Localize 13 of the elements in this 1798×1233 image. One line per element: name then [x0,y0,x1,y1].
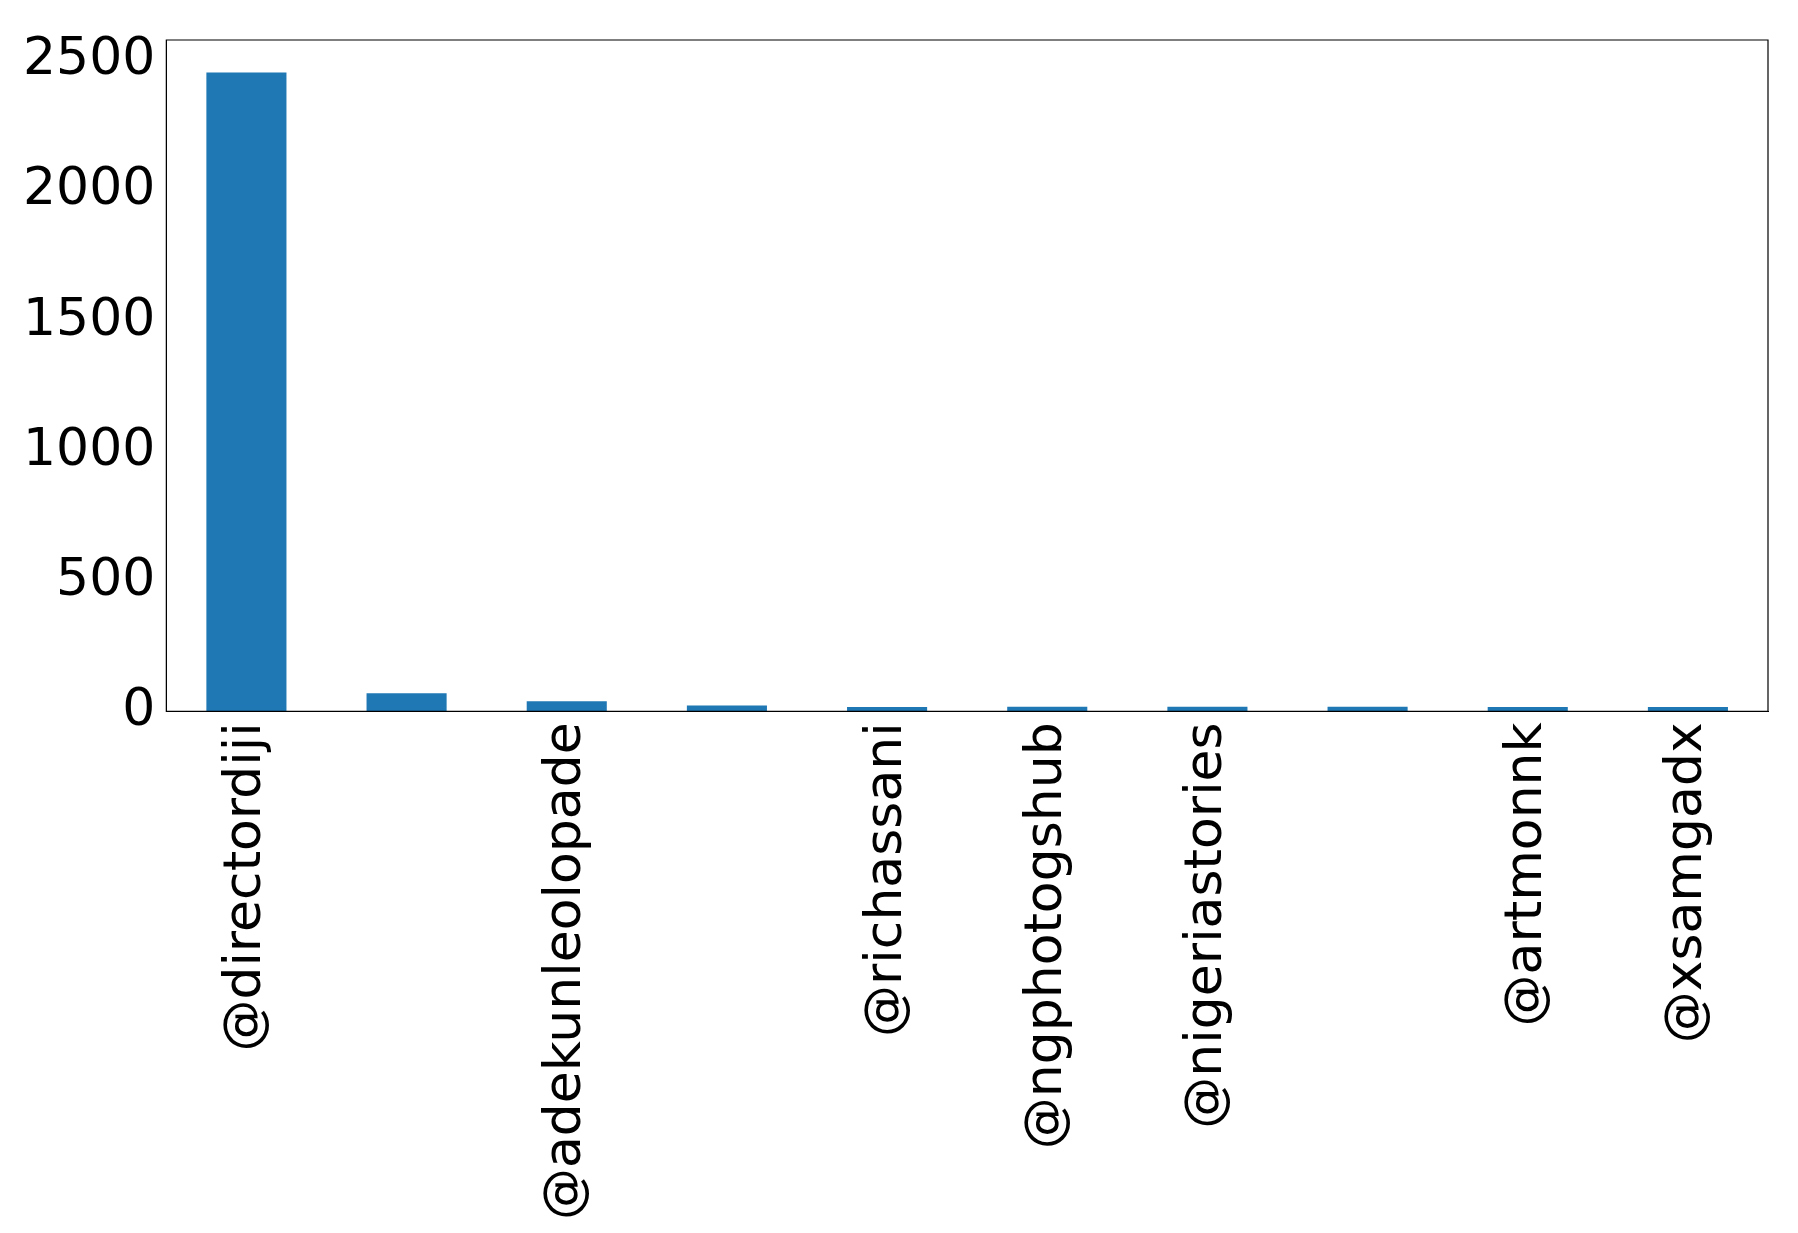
x-tick-label: @richassani [852,722,913,1038]
y-tick-label: 500 [56,546,156,607]
x-tick-label: @ngphotogshub [1012,722,1073,1150]
x-tick-label: @adekunleolopade [532,722,593,1221]
y-tick-label: 2000 [22,156,156,217]
x-tick-label: @artmonnk [1493,722,1554,1027]
y-tick-label: 1500 [22,286,156,347]
x-tick-label: @directordiji [211,722,272,1052]
y-tick-label: 0 [122,676,156,737]
y-tick-label: 1000 [22,416,156,477]
y-tick-label: 2500 [22,26,156,87]
x-tick-label: @xsamgadx [1653,722,1714,1044]
x-tick-label: @nigeriastories [1172,722,1233,1129]
